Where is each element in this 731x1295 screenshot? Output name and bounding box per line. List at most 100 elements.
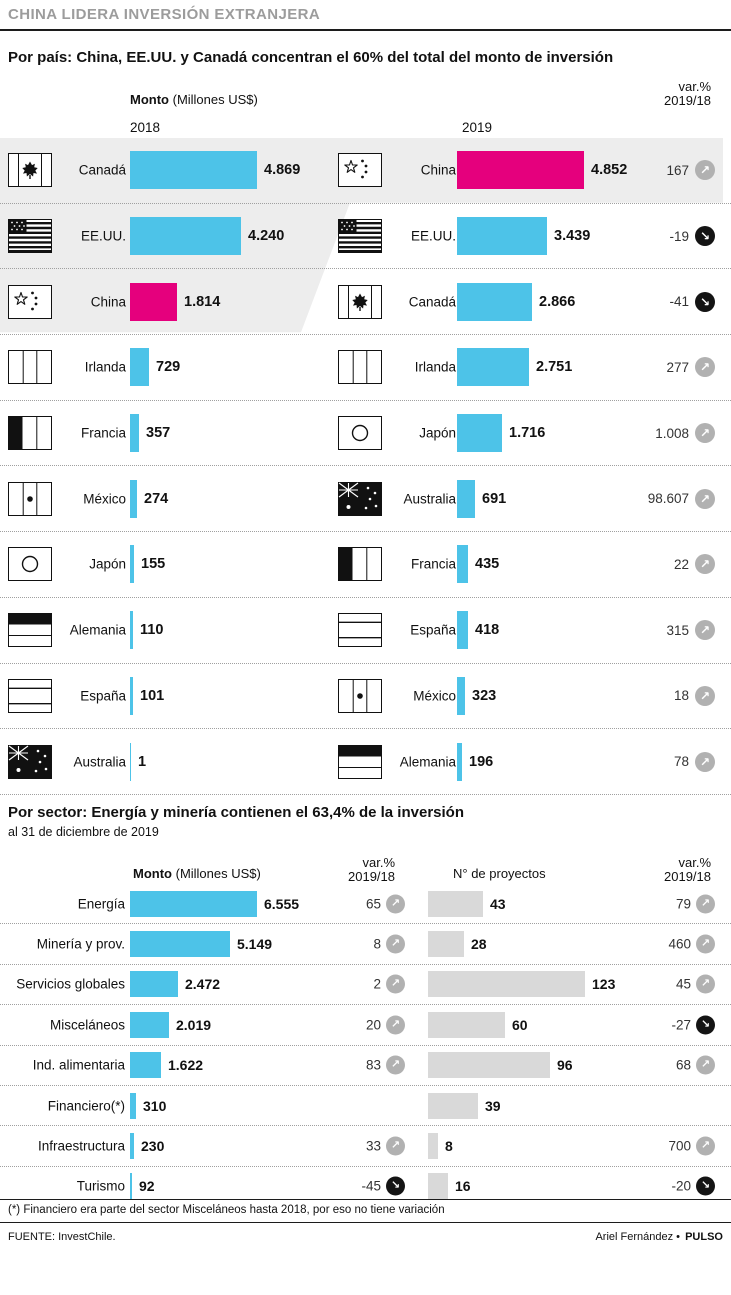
flag-spain-icon bbox=[338, 613, 382, 647]
up-right-arrow-icon: ↗ bbox=[386, 1015, 405, 1035]
country-label: España bbox=[410, 622, 456, 638]
variation-projects: 700 ↗ bbox=[668, 1136, 715, 1156]
projects-value: 43 bbox=[490, 895, 506, 912]
sector-label: Turismo bbox=[76, 1178, 125, 1194]
entry-2019: Irlanda 2.751 277 ↗ bbox=[330, 335, 731, 400]
variation-monto: 8 ↗ bbox=[285, 934, 405, 954]
bar-group: 1.622 bbox=[130, 1052, 203, 1079]
sector-row: Infraestructura 230 33 ↗ 8 700 ↗ bbox=[0, 1126, 731, 1167]
amount-value: 4.852 bbox=[591, 162, 628, 179]
projects-bar bbox=[428, 931, 464, 958]
up-right-arrow-icon: ↗ bbox=[695, 751, 715, 772]
projects-value: 8 bbox=[445, 1138, 453, 1155]
variation: 277 ↗ bbox=[639, 357, 715, 378]
sector-row: Misceláneos 2.019 20 ↗ 60 -27 ↘ bbox=[0, 1005, 731, 1046]
amount-bar bbox=[130, 479, 137, 518]
var-period: 2019/18 bbox=[664, 869, 711, 884]
bar-group: 310 bbox=[130, 1092, 166, 1119]
sector-label: Misceláneos bbox=[49, 1017, 125, 1033]
var-monto-column-header: var.% 2019/18 bbox=[285, 856, 395, 884]
bar-group: 96 bbox=[428, 1052, 573, 1079]
entry-2019: Canadá 2.866 -41 ↘ bbox=[330, 269, 731, 334]
variation-monto: 83 ↗ bbox=[285, 1055, 405, 1075]
monto-column-header: Monto (Millones US$) bbox=[130, 92, 258, 107]
amount-bar bbox=[457, 479, 475, 518]
up-right-arrow-icon: ↗ bbox=[696, 1055, 715, 1075]
variation-value: 33 bbox=[365, 1138, 381, 1154]
entry-2019: Alemania 196 78 ↗ bbox=[330, 729, 731, 794]
monto-units: (Millones US$) bbox=[175, 866, 261, 881]
variation: 98.607 ↗ bbox=[639, 488, 715, 509]
amount-value: 729 bbox=[156, 359, 181, 376]
projects-column-header: N° de proyectos bbox=[453, 866, 546, 881]
amount-value: 110 bbox=[140, 622, 164, 639]
entry-2018: Alemania 110 bbox=[0, 598, 330, 663]
amount-bar bbox=[130, 217, 241, 256]
var-label: var.% bbox=[678, 79, 711, 94]
variation-projects: 45 ↗ bbox=[676, 974, 715, 994]
var-column-header: var.% 2019/18 bbox=[664, 80, 711, 108]
sector-row: Servicios globales 2.472 2 ↗ 123 45 ↗ bbox=[0, 965, 731, 1006]
up-right-arrow-icon: ↗ bbox=[695, 488, 715, 509]
bar-group: 92 bbox=[130, 1173, 155, 1200]
variation-value: -27 bbox=[671, 1017, 691, 1033]
variation-value: -41 bbox=[669, 294, 689, 310]
amount-value: 2.866 bbox=[539, 293, 576, 310]
amount-bar bbox=[130, 742, 131, 781]
variation-monto bbox=[285, 1096, 405, 1115]
var-period: 2019/18 bbox=[664, 93, 711, 108]
bar-group: 123 bbox=[428, 971, 615, 998]
country-label: España bbox=[80, 688, 126, 704]
variation-monto: 20 ↗ bbox=[285, 1015, 405, 1035]
variation-value: 65 bbox=[365, 896, 381, 912]
country-row: Francia 357 Japón 1.716 1.008 ↗ bbox=[0, 401, 731, 467]
bar-group: 357 bbox=[130, 414, 170, 453]
variation-value: -45 bbox=[361, 1178, 381, 1194]
amount-value: 1.716 bbox=[509, 425, 546, 442]
country-label: China bbox=[420, 162, 456, 178]
up-right-arrow-icon: ↗ bbox=[696, 1136, 715, 1156]
sector-row: Financiero(*) 310 39 bbox=[0, 1086, 731, 1127]
amount-value: 230 bbox=[141, 1138, 165, 1155]
year-2019-label: 2019 bbox=[462, 120, 493, 135]
projects-value: 39 bbox=[485, 1097, 501, 1114]
up-right-arrow-icon: ↗ bbox=[386, 974, 405, 994]
variation: -41 ↘ bbox=[639, 291, 715, 312]
country-label: Japón bbox=[89, 556, 126, 572]
amount-value: 691 bbox=[482, 490, 507, 507]
flag-japan-icon bbox=[338, 416, 382, 450]
source-credit: FUENTE: InvestChile. bbox=[8, 1231, 116, 1243]
amount-bar bbox=[457, 611, 468, 650]
sector-label: Infraestructura bbox=[37, 1138, 125, 1154]
bar-group: 418 bbox=[457, 611, 499, 650]
up-right-arrow-icon: ↗ bbox=[695, 357, 715, 378]
sector-row: Ind. alimentaria 1.622 83 ↗ 96 68 ↗ bbox=[0, 1046, 731, 1086]
flag-ireland-icon bbox=[338, 350, 382, 384]
bar-group: 274 bbox=[130, 479, 168, 518]
country-label: México bbox=[83, 491, 126, 507]
variation: 22 ↗ bbox=[639, 554, 715, 575]
projects-bar bbox=[428, 890, 483, 917]
author-credit: Ariel Fernández • PULSO bbox=[595, 1231, 723, 1243]
bar-group: 1.716 bbox=[457, 414, 546, 453]
variation: 167 ↗ bbox=[639, 160, 715, 181]
bar-group: 1 bbox=[130, 742, 146, 781]
bar-group: 155 bbox=[130, 545, 165, 584]
amount-bar bbox=[130, 971, 178, 998]
country-label: Alemania bbox=[399, 754, 456, 770]
bar-group: 323 bbox=[457, 676, 496, 715]
flag-canada-icon bbox=[8, 153, 52, 187]
country-label: China bbox=[90, 294, 126, 310]
amount-bar bbox=[457, 151, 584, 190]
flag-usa-icon bbox=[8, 219, 52, 253]
amount-value: 2.019 bbox=[176, 1016, 212, 1033]
country-label: Canadá bbox=[408, 294, 456, 310]
amount-bar bbox=[130, 282, 177, 321]
variation-projects: 68 ↗ bbox=[676, 1055, 715, 1075]
variation-value: 1.008 bbox=[655, 425, 689, 441]
country-label: Irlanda bbox=[84, 359, 126, 375]
country-row: EE.UU. 4.240 EE.UU. 3.439 -19 ↘ bbox=[0, 204, 731, 270]
variation-projects: 460 ↗ bbox=[668, 934, 715, 954]
amount-bar bbox=[130, 676, 133, 715]
up-right-arrow-icon: ↗ bbox=[695, 685, 715, 706]
